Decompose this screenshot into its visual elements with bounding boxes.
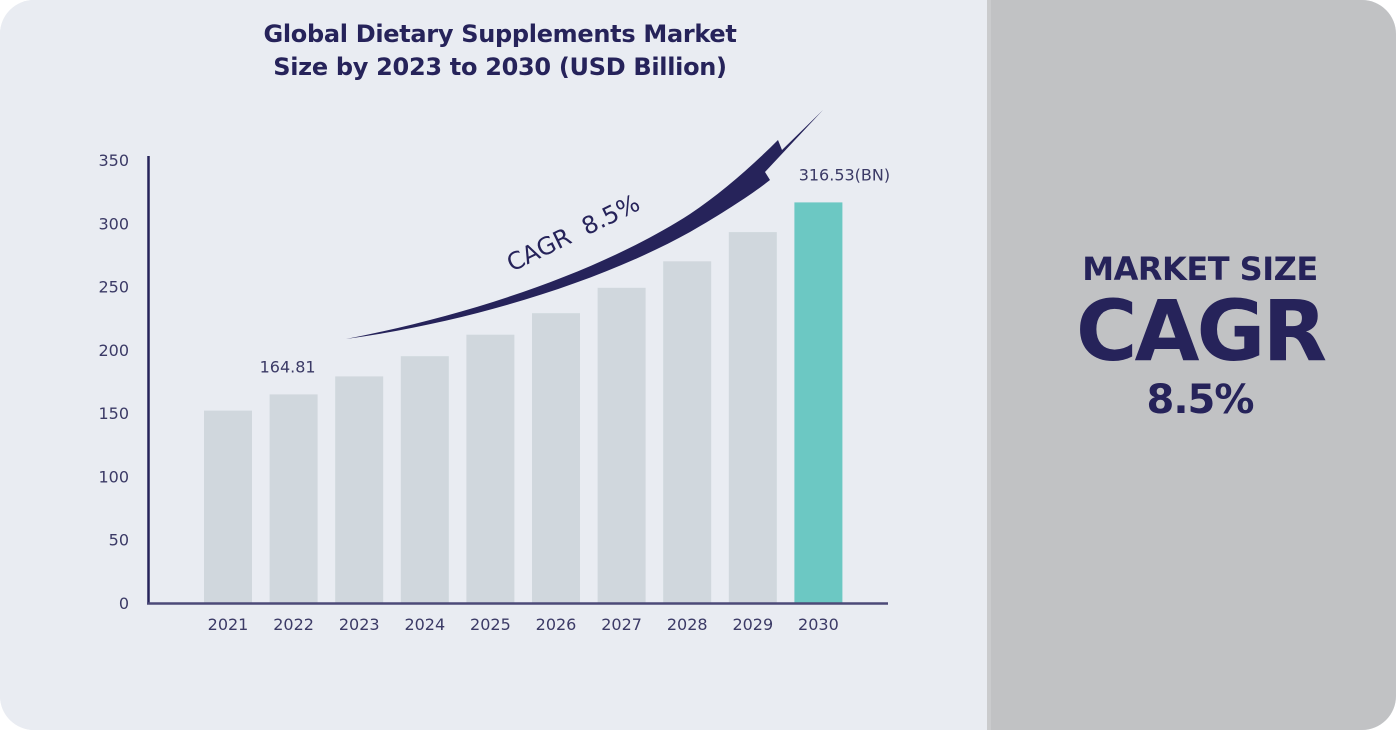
y-tick-label: 200: [98, 341, 129, 360]
cagr-heading: CAGR: [1075, 282, 1327, 380]
bar-2028: [663, 261, 712, 603]
x-axis-ticks: 2021 2022 2023 2024 2025 2026 2027 2028 2029 2030: [208, 615, 839, 634]
x-tick-label: 2025: [470, 615, 511, 634]
data-labels: 164.81 316.53(BN): [260, 165, 891, 376]
data-label: 164.81: [260, 357, 316, 376]
x-tick-label: 2026: [536, 615, 577, 634]
market-size-summary: MARKET SIZE CAGR 8.5%: [1040, 250, 1360, 426]
chart-title-line-2: Size by 2023 to 2030 (USD Billion): [273, 53, 727, 81]
x-tick-label: 2022: [273, 615, 314, 634]
y-tick-label: 350: [98, 151, 129, 170]
bar-2029: [728, 232, 777, 603]
panel-divider: [987, 0, 991, 730]
bar-2023: [335, 376, 384, 603]
y-tick-label: 150: [98, 404, 129, 423]
side-panel: [987, 0, 1396, 730]
y-tick-label: 300: [98, 214, 129, 233]
bar-2024: [400, 356, 449, 603]
chart-title-line-1: Global Dietary Supplements Market: [263, 20, 737, 48]
bar-2027: [597, 287, 646, 603]
x-tick-label: 2030: [798, 615, 839, 634]
x-tick-label: 2028: [667, 615, 708, 634]
x-tick-label: 2021: [208, 615, 249, 634]
market-size-label: MARKET SIZE: [1082, 250, 1318, 288]
x-tick-label: 2027: [601, 615, 642, 634]
bar-2026: [532, 313, 580, 603]
bars-group: [204, 202, 843, 603]
x-tick-label: 2029: [732, 615, 773, 634]
y-tick-label: 0: [119, 594, 129, 613]
bar-2025: [466, 334, 515, 603]
y-axis-ticks: 0 50 100 150 200 250 300 350: [98, 151, 129, 613]
y-tick-label: 250: [98, 278, 129, 297]
bar-2021: [204, 410, 252, 603]
x-tick-label: 2023: [339, 615, 380, 634]
y-tick-label: 100: [98, 467, 129, 486]
x-tick-label: 2024: [404, 615, 445, 634]
chart-title: Global Dietary Supplements Market Size b…: [150, 18, 850, 84]
cagr-value: 8.5%: [1146, 377, 1255, 423]
y-tick-label: 50: [109, 531, 129, 550]
bar-2022: [269, 394, 318, 603]
data-label: 316.53(BN): [799, 165, 890, 184]
bar-2030: [794, 202, 843, 603]
